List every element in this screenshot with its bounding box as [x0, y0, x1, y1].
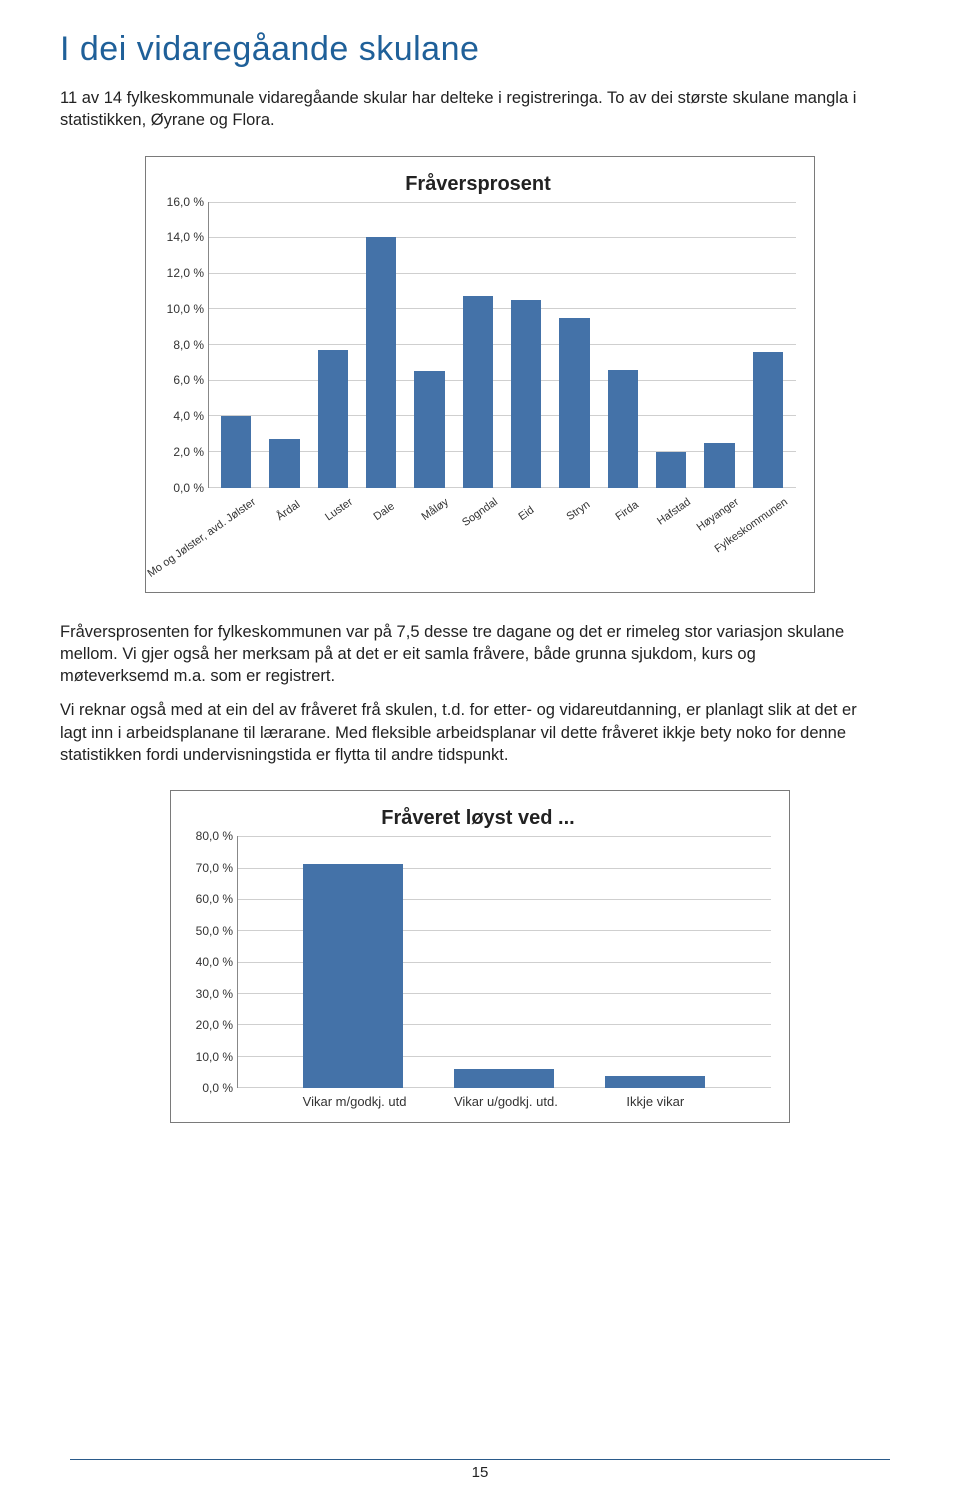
bar	[605, 1076, 705, 1089]
chart2-title: Fråveret løyst ved ...	[181, 807, 775, 830]
y-tick: 16,0 %	[167, 195, 204, 209]
y-tick: 10,0 %	[167, 302, 204, 316]
bar	[318, 350, 348, 488]
paragraph-3: Vi reknar også med at ein del av fråvere…	[60, 699, 860, 766]
x-label: Vikar m/godkj. utd	[303, 1094, 403, 1109]
y-tick: 60,0 %	[196, 892, 233, 906]
bar	[753, 352, 783, 488]
paragraph-1: 11 av 14 fylkeskommunale vidaregåande sk…	[60, 87, 860, 132]
y-tick: 6,0 %	[173, 373, 204, 387]
bar	[511, 300, 541, 488]
chart1-title: Fråversprosent	[156, 173, 800, 196]
bar	[366, 237, 396, 487]
y-tick: 0,0 %	[202, 1081, 233, 1095]
bar	[559, 318, 589, 488]
page-title: I dei vidaregåande skulane	[60, 30, 900, 69]
bar	[221, 416, 251, 488]
y-tick: 8,0 %	[173, 338, 204, 352]
bar	[269, 439, 299, 487]
bar	[463, 296, 493, 487]
fravaret-loyst-chart: Fråveret løyst ved ... 0,0 % 10,0 % 20,0 %…	[170, 790, 790, 1123]
bar	[656, 452, 686, 488]
y-tick: 20,0 %	[196, 1018, 233, 1032]
y-tick: 12,0 %	[167, 266, 204, 280]
y-tick: 70,0 %	[196, 861, 233, 875]
page-number: 15	[0, 1464, 960, 1481]
bar	[608, 370, 638, 488]
y-tick: 4,0 %	[173, 409, 204, 423]
bar	[414, 371, 444, 487]
bar	[704, 443, 734, 488]
y-tick: 50,0 %	[196, 924, 233, 938]
paragraph-2: Fråversprosenten for fylkeskommunen var …	[60, 621, 860, 688]
page-footer: 15	[0, 1459, 960, 1481]
y-tick: 80,0 %	[196, 829, 233, 843]
y-tick: 40,0 %	[196, 955, 233, 969]
fraversprosent-chart: Fråversprosent 0,0 % 2,0 % 4,0 % 6,0 % 8,0 %…	[145, 156, 815, 593]
x-label: Vikar u/godkj. utd.	[454, 1094, 554, 1109]
bar	[303, 864, 403, 1088]
bar	[454, 1069, 554, 1088]
y-tick: 2,0 %	[173, 445, 204, 459]
x-label: Ikkje vikar	[605, 1094, 705, 1109]
y-tick: 14,0 %	[167, 230, 204, 244]
footer-rule	[70, 1459, 890, 1460]
y-tick: 0,0 %	[173, 481, 204, 495]
y-tick: 10,0 %	[196, 1050, 233, 1064]
y-tick: 30,0 %	[196, 987, 233, 1001]
